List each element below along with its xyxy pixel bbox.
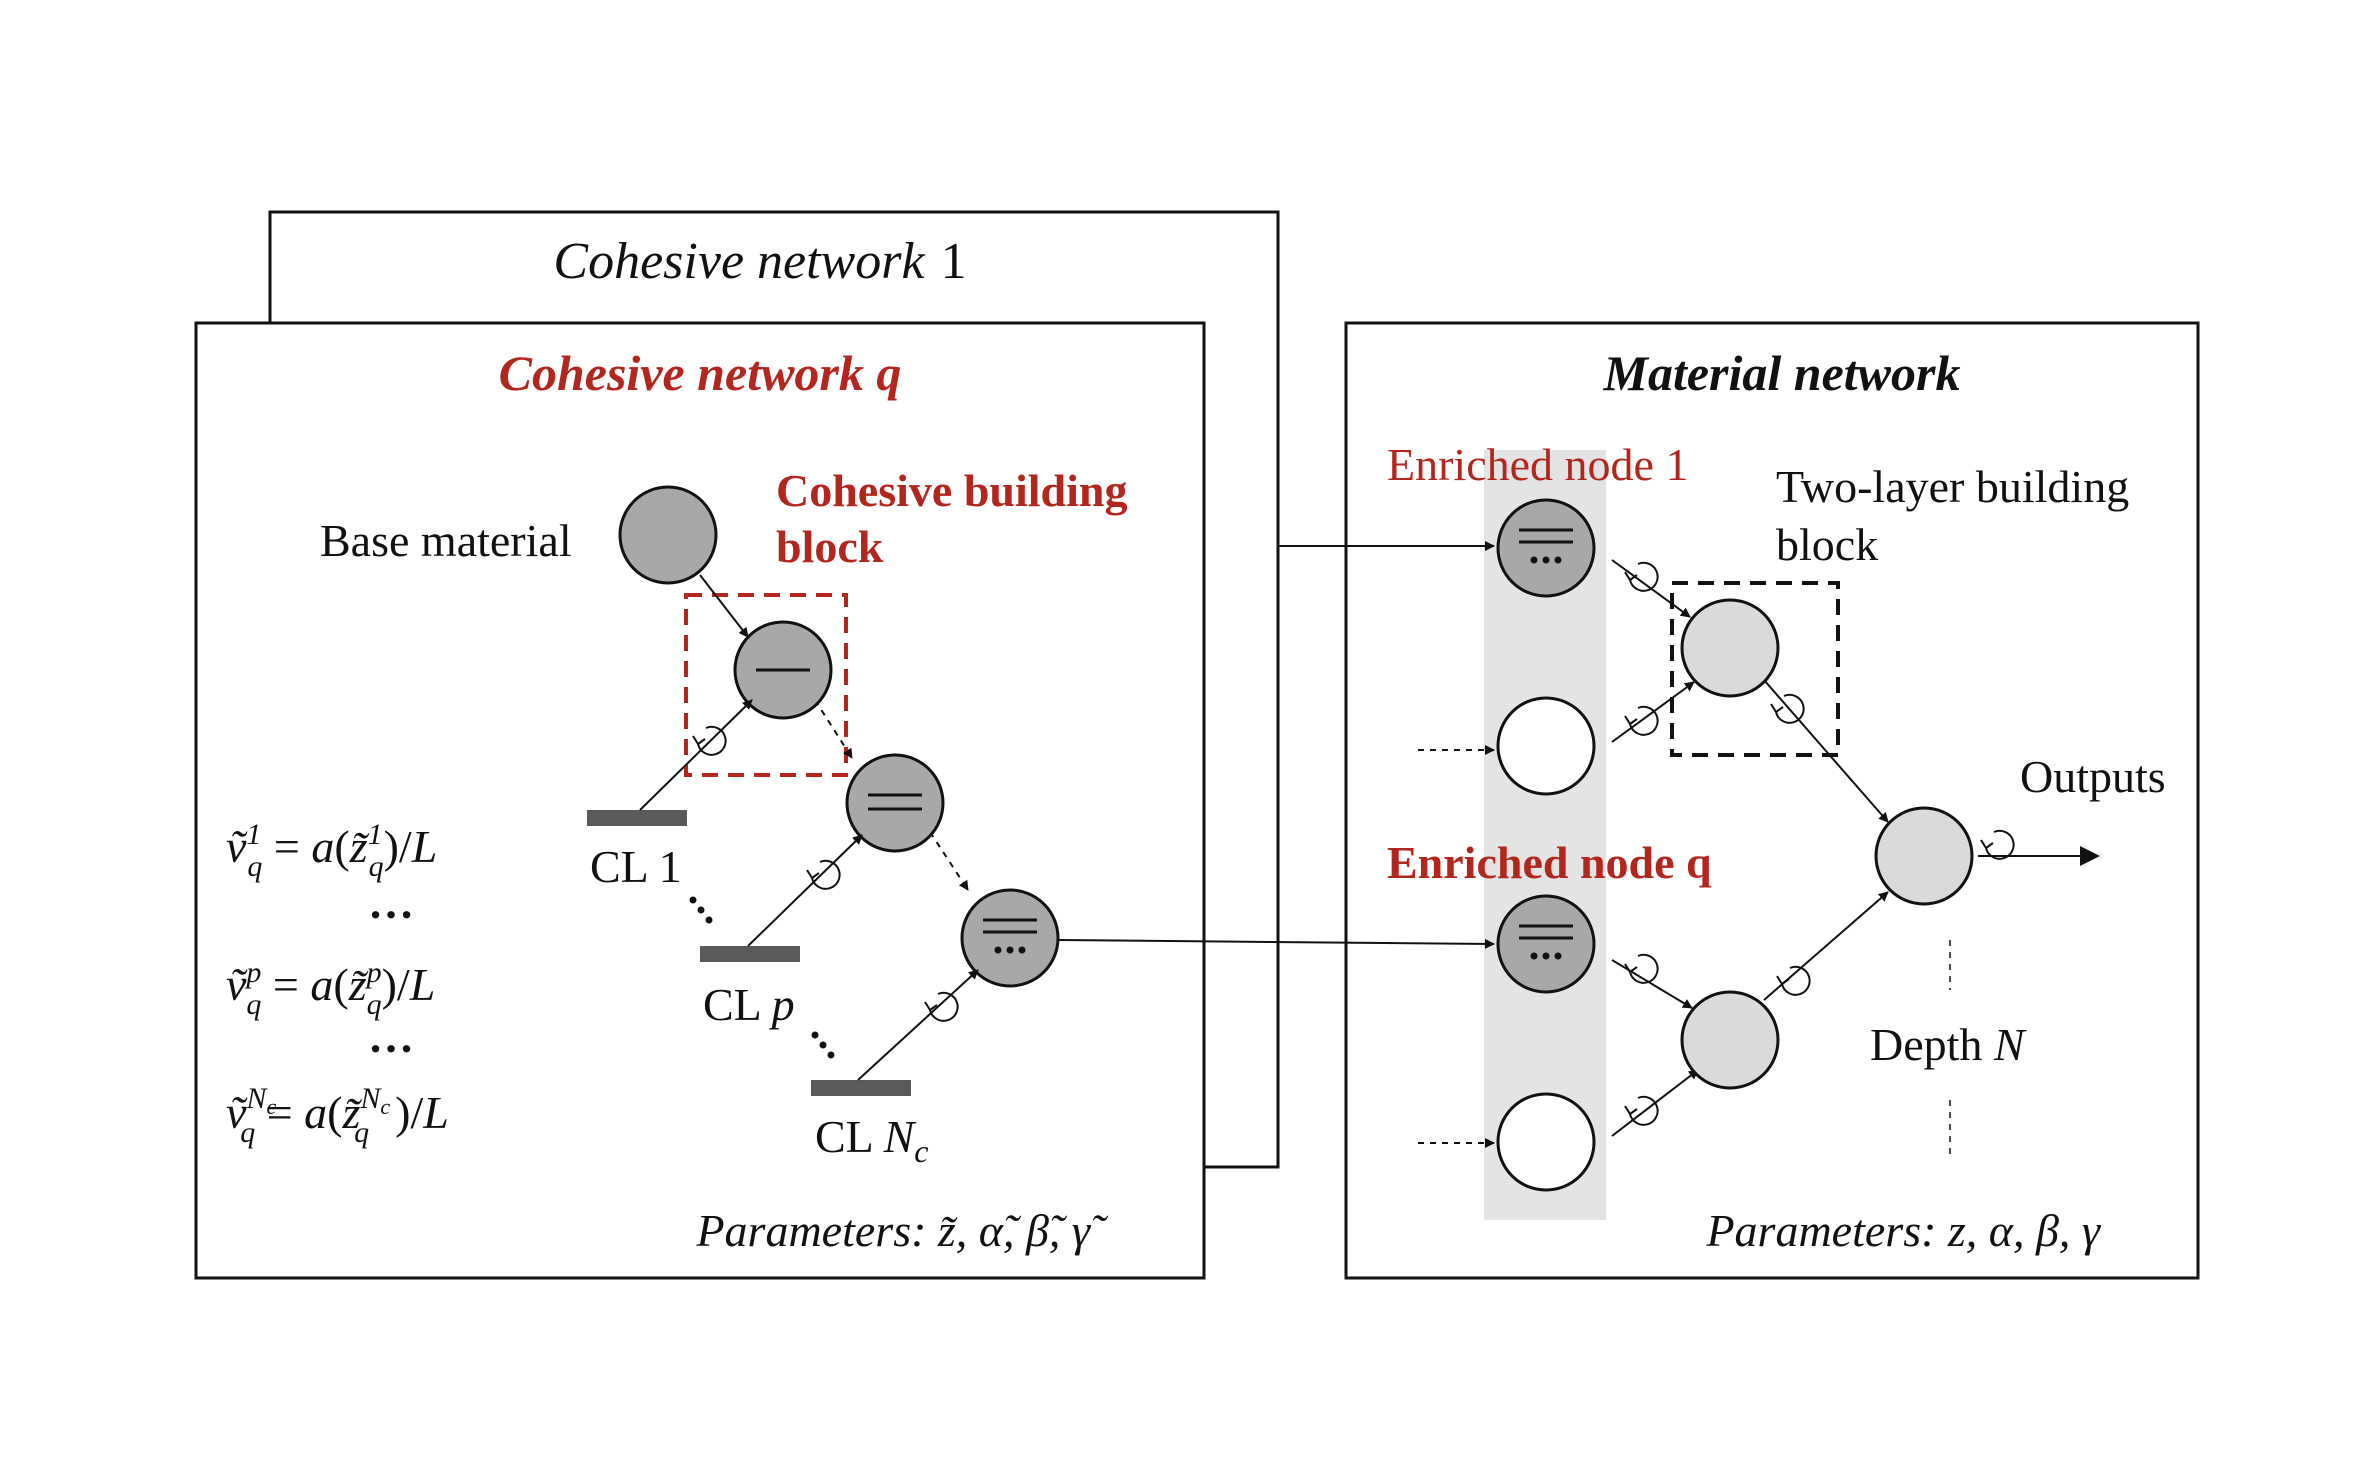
cohesive-layer-p: CL p [700,946,800,1030]
lower-building-block-node [1680,990,1780,1090]
cohesive-network-q-title: Cohesive network q [499,345,902,401]
cohesive-node-p [845,753,945,853]
edge-clp-to-nodep [747,834,863,947]
two-layer-building-block-box [1670,581,1840,757]
base-material-node [618,485,718,585]
enriched-node-1-label: Enriched node 1 [1387,439,1688,490]
edge-cohesiveq-to-enrichedq [1057,938,1495,949]
equation-ellipsis-2: … [368,1011,414,1062]
depth-label: Depth N [1870,1019,2027,1070]
equation-ellipsis-1: … [368,877,414,928]
cohesive-building-block-label-line1: Cohesive building [776,465,1128,516]
cohesive-layer-1-label: CL 1 [590,841,682,892]
cohesive-layer-p-label: CL p [703,979,795,1030]
equation-1: ṽ1 q = a(z̃1 q)/L [226,818,437,883]
two-layer-block-label-line2: block [1776,519,1878,570]
edge-base-to-node1 [699,574,749,638]
cohesive-node-nc [960,888,1060,988]
outputs-label: Outputs [2020,751,2166,802]
material-input-node [1496,1092,1596,1192]
cohesive-network-1-title: Cohesive network 1 [553,233,966,290]
edge-clnc-to-nodenc [857,969,979,1081]
cohesive-building-block-box [684,593,848,777]
cohesive-parameters-label: Parameters: z̃, α̃, β̃, γ̃ [695,1205,1109,1256]
edge-enrichedq-to-lower [1611,959,1693,1009]
edge-white-upper-to-upper [1611,681,1695,743]
cohesive-building-block-label-line2: block [776,521,884,572]
material-parameters-label: Parameters: z, α, β, γ [1705,1205,2101,1256]
edge-upper-to-output [1763,679,1889,823]
enriched-node-q-label: Enriched node q [1387,837,1712,888]
cohesive-layer-nc-label: CL Nc [815,1111,928,1169]
material-network-panel: Material network Enriched node 1 Enriche… [1344,321,2200,1280]
enriched-node-q [1496,894,1596,994]
equation-p: ṽp q = a(z̃p q)/L [226,956,435,1021]
cohesive-network-q-panel: Cohesive network q Base material Cohesiv… [194,321,1206,1280]
output-node [1874,806,1974,906]
equation-nc: ṽNc q = a(z̃Nc q)/L [226,1082,449,1149]
svg-text:ṽpq = a(z̃pq)/L: ṽp q = a(z̃p q)/L [226,956,435,1021]
two-layer-block-label-line1: Two-layer building [1776,461,2129,512]
base-material-label: Base material [320,515,572,566]
enriched-node-1 [1496,498,1596,598]
svg-text:ṽ1q = a(z̃1q)/L: ṽ1 q = a(z̃1 q)/L [226,818,437,883]
cohesive-layer-nc: CL Nc [811,1080,928,1169]
material-network-title: Material network [1603,345,1961,401]
cohesive-node-1 [733,620,833,720]
material-input-node [1496,696,1596,796]
cohesive-layer-1: CL 1 [587,810,687,892]
edge-cl1-to-node1 [639,699,753,811]
upper-building-block-node [1680,598,1780,698]
